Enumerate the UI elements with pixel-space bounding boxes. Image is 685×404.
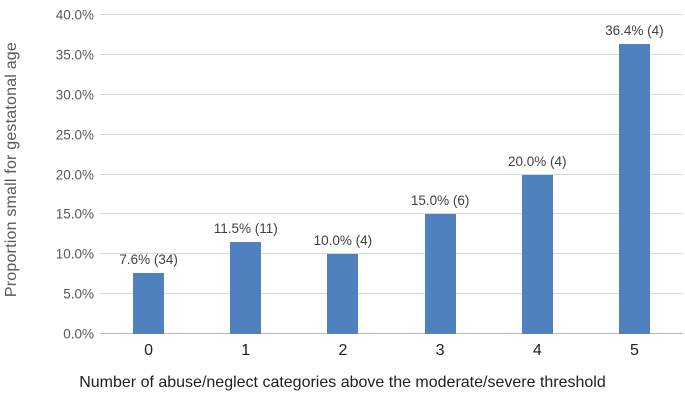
plot-area: 7.6% (34) 11.5% (11) 10.0% (4) 15.0% (6) 20.… [100,14,683,334]
bar-value-label: 7.6% (34) [119,252,178,268]
gridline [100,133,683,135]
gridline [100,173,683,175]
bar-value-label: 15.0% (6) [410,193,470,209]
bar [424,214,456,334]
gridline [100,253,683,255]
y-tick-label: 30.0% [55,87,94,103]
bar [521,174,553,334]
y-tick-label: 40.0% [55,7,94,23]
bar-value-label: 36.4% (4) [605,22,664,38]
gridline [100,14,683,15]
bar [230,242,262,334]
gridline [100,213,683,215]
x-tick-label: 5 [629,342,639,359]
bar-value-label: 10.0% (4) [313,233,373,249]
y-tick-label: 20.0% [55,167,94,182]
y-tick-label: 5.0% [63,286,94,302]
x-tick-label: 3 [435,342,445,359]
bar-value-label: 11.5% (11) [213,221,278,237]
x-tick-label: 1 [241,342,251,359]
bar [618,43,650,334]
y-axis-ticks: 0.0% 5.0% 10.0% 15.0% 20.0% 25.0% 30.0% 35.0% 40… [0,8,94,342]
x-axis-line [100,333,683,334]
gridline [100,293,683,295]
x-tick-label: 4 [532,342,542,359]
x-axis-title: Number of abuse/neglect categories above… [79,374,606,391]
bar [133,273,165,334]
y-tick-label: 15.0% [55,206,94,222]
gridline [100,93,683,95]
y-tick-label: 0.0% [63,326,94,342]
bar-value-label: 20.0% (4) [507,153,567,169]
y-tick-label: 25.0% [55,127,94,143]
x-tick-label: 0 [144,342,154,359]
x-tick-label: 2 [338,342,348,359]
y-tick-label: 35.0% [55,47,94,63]
x-axis-ticks: 0 1 2 3 4 5 [100,342,683,360]
bar [327,254,359,334]
gridline [100,53,683,55]
y-tick-label: 10.0% [55,246,94,262]
